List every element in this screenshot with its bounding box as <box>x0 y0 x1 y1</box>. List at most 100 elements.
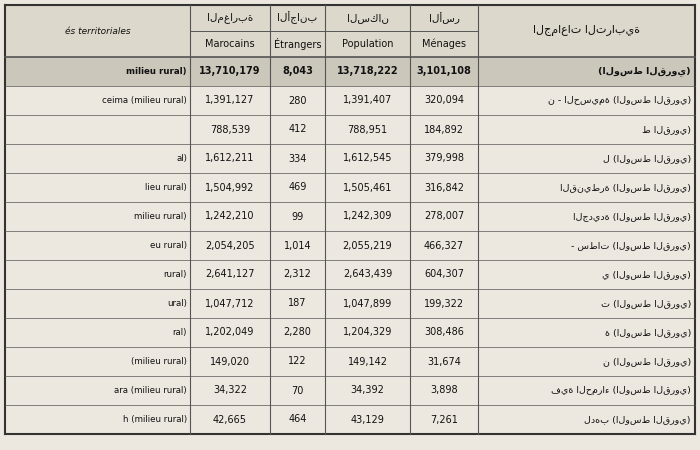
Text: 2,312: 2,312 <box>284 270 312 279</box>
Text: 466,327: 466,327 <box>424 240 464 251</box>
Text: milieu rural): milieu rural) <box>134 212 187 221</box>
Text: 1,242,210: 1,242,210 <box>205 212 255 221</box>
Text: 1,391,127: 1,391,127 <box>205 95 255 105</box>
Text: 2,054,205: 2,054,205 <box>205 240 255 251</box>
Text: 1,047,899: 1,047,899 <box>343 298 392 309</box>
Text: 316,842: 316,842 <box>424 183 464 193</box>
Text: 1,504,992: 1,504,992 <box>205 183 255 193</box>
Text: 199,322: 199,322 <box>424 298 464 309</box>
Text: milieu rural): milieu rural) <box>127 67 187 76</box>
Text: 379,998: 379,998 <box>424 153 464 163</box>
Text: 34,322: 34,322 <box>213 386 247 396</box>
Bar <box>5 86 695 115</box>
Text: 1,612,211: 1,612,211 <box>205 153 255 163</box>
Text: 31,674: 31,674 <box>427 356 461 366</box>
Text: 2,641,127: 2,641,127 <box>205 270 255 279</box>
Text: الأجانب: الأجانب <box>277 12 318 24</box>
Text: 7,261: 7,261 <box>430 414 458 424</box>
Text: 42,665: 42,665 <box>213 414 247 424</box>
Text: Population: Population <box>342 39 393 49</box>
Text: 149,142: 149,142 <box>347 356 388 366</box>
Text: المغاربة: المغاربة <box>207 13 253 23</box>
Text: h (milieu rural): h (milieu rural) <box>123 415 187 424</box>
Text: 1,014: 1,014 <box>284 240 312 251</box>
Text: 278,007: 278,007 <box>424 212 464 221</box>
Bar <box>5 115 695 144</box>
Text: 1,391,407: 1,391,407 <box>343 95 392 105</box>
Text: - سطات (الوسط القروي): - سطات (الوسط القروي) <box>571 241 691 250</box>
Text: 99: 99 <box>291 212 304 221</box>
Bar <box>5 57 695 86</box>
Bar <box>5 202 695 231</box>
Text: 34,392: 34,392 <box>351 386 384 396</box>
Bar <box>5 347 695 376</box>
Text: فية الحمراء (الوسط القروي): فية الحمراء (الوسط القروي) <box>551 386 691 395</box>
Text: lieu rural): lieu rural) <box>146 183 187 192</box>
Text: ن - الحسيمة (الوسط القروي): ن - الحسيمة (الوسط القروي) <box>547 96 691 105</box>
Text: 3,101,108: 3,101,108 <box>416 67 471 76</box>
Text: 184,892: 184,892 <box>424 125 464 135</box>
Text: 43,129: 43,129 <box>351 414 384 424</box>
Text: 320,094: 320,094 <box>424 95 464 105</box>
Text: ي (الوسط القروي): ي (الوسط القروي) <box>602 270 691 279</box>
Text: (الوسط القروي): (الوسط القروي) <box>598 67 691 76</box>
Text: 13,710,179: 13,710,179 <box>199 67 260 76</box>
Text: ural): ural) <box>167 299 187 308</box>
Bar <box>5 376 695 405</box>
Text: 70: 70 <box>291 386 304 396</box>
Text: (milieu rural): (milieu rural) <box>131 357 187 366</box>
Text: 1,204,329: 1,204,329 <box>343 328 392 338</box>
Text: السكان: السكان <box>346 13 389 23</box>
Text: 1,612,545: 1,612,545 <box>343 153 392 163</box>
Text: 412: 412 <box>288 125 307 135</box>
Text: 3,898: 3,898 <box>430 386 458 396</box>
Text: 788,539: 788,539 <box>210 125 250 135</box>
Text: ral): ral) <box>173 328 187 337</box>
Text: ط القروي): ط القروي) <box>642 125 691 134</box>
Text: الأسر: الأسر <box>428 12 459 24</box>
Text: 604,307: 604,307 <box>424 270 464 279</box>
Text: 280: 280 <box>288 95 307 105</box>
Text: 1,202,049: 1,202,049 <box>205 328 255 338</box>
Text: 1,505,461: 1,505,461 <box>343 183 392 193</box>
Bar <box>5 5 695 57</box>
Text: és territoriales: és territoriales <box>64 27 130 36</box>
Text: eu rural): eu rural) <box>150 241 187 250</box>
Text: الجديدة (الوسط القروي): الجديدة (الوسط القروي) <box>573 212 691 221</box>
Text: rural): rural) <box>164 270 187 279</box>
Text: 308,486: 308,486 <box>424 328 464 338</box>
Text: ن (الوسط القروي): ن (الوسط القروي) <box>603 357 691 366</box>
Text: ل (الوسط القروي): ل (الوسط القروي) <box>603 154 691 163</box>
Text: 2,055,219: 2,055,219 <box>343 240 392 251</box>
Text: 788,951: 788,951 <box>347 125 388 135</box>
Text: ة (الوسط القروي): ة (الوسط القروي) <box>605 328 691 337</box>
Text: ara (milieu rural): ara (milieu rural) <box>114 386 187 395</box>
Text: 334: 334 <box>288 153 307 163</box>
Bar <box>5 231 695 260</box>
Text: 464: 464 <box>288 414 307 424</box>
Text: لدهب (الوسط القروي): لدهب (الوسط القروي) <box>584 415 691 424</box>
Bar <box>5 144 695 173</box>
Bar <box>5 405 695 434</box>
Text: 149,020: 149,020 <box>210 356 250 366</box>
Text: Étrangers: Étrangers <box>274 38 321 50</box>
Text: القنيطرة (الوسط القروي): القنيطرة (الوسط القروي) <box>560 183 691 192</box>
Bar <box>5 173 695 202</box>
Text: Ménages: Ménages <box>422 39 466 49</box>
Text: 2,280: 2,280 <box>284 328 312 338</box>
Text: 8,043: 8,043 <box>282 67 313 76</box>
Bar <box>5 289 695 318</box>
Text: 187: 187 <box>288 298 307 309</box>
Text: 469: 469 <box>288 183 307 193</box>
Text: 122: 122 <box>288 356 307 366</box>
Text: 1,047,712: 1,047,712 <box>205 298 255 309</box>
Bar <box>5 318 695 347</box>
Text: ceima (milieu rural): ceima (milieu rural) <box>102 96 187 105</box>
Text: ت (الوسط القروي): ت (الوسط القروي) <box>601 299 691 308</box>
Text: 13,718,222: 13,718,222 <box>337 67 398 76</box>
Text: 1,242,309: 1,242,309 <box>343 212 392 221</box>
Text: al): al) <box>176 154 187 163</box>
Bar <box>5 260 695 289</box>
Text: الجماعات الترابية: الجماعات الترابية <box>533 26 640 36</box>
Text: 2,643,439: 2,643,439 <box>343 270 392 279</box>
